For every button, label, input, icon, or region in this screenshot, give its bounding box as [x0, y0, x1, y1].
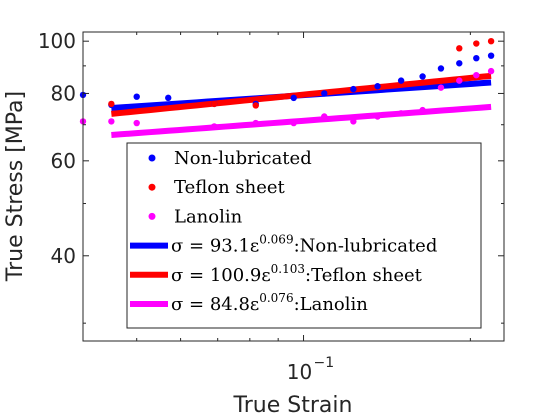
legend-marker-teflon-sheet — [148, 183, 156, 191]
point-non-lubricated — [165, 94, 172, 102]
point-lanolin — [108, 118, 115, 125]
point-non-lubricated — [374, 83, 381, 90]
point-lanolin — [397, 110, 405, 117]
point-lanolin — [252, 119, 259, 127]
point-lanolin — [419, 106, 426, 114]
point-lanolin — [374, 113, 381, 120]
point-teflon-sheet — [108, 100, 115, 108]
legend-label-non-lubricated: Non-lubricated — [174, 148, 312, 169]
legend: Non-lubricated Teflon sheet Lanolin σ = 93.… — [126, 142, 482, 329]
point-lanolin — [211, 123, 218, 130]
point-teflon-sheet — [252, 102, 259, 109]
y-tick-label: 80 — [51, 81, 76, 105]
x-axis-label: True Strain — [233, 393, 353, 418]
point-teflon-sheet — [456, 45, 463, 52]
point-lanolin — [437, 84, 445, 91]
legend-label-teflon-sheet: Teflon sheet — [174, 177, 286, 198]
y-axis-label: True Stress [MPa] — [3, 91, 28, 282]
point-non-lubricated — [456, 60, 463, 67]
legend-label-lanolin: Lanolin — [174, 206, 243, 227]
point-lanolin — [473, 71, 480, 79]
y-tick-label: 40 — [51, 244, 76, 268]
point-lanolin — [133, 119, 140, 127]
axis-ticks: 40 60 80 100 10 −1 — [38, 29, 504, 384]
point-non-lubricated — [290, 94, 297, 102]
point-teflon-sheet — [473, 40, 480, 47]
fit-line-lanolin — [111, 103, 492, 138]
point-non-lubricated — [437, 65, 445, 72]
y-tick-label: 100 — [38, 29, 76, 53]
point-lanolin — [456, 77, 463, 84]
legend-label-non-lubricated: σ = 93.1ε0.069:Non-lubricated — [171, 233, 437, 257]
legend-label-teflon-sheet: σ = 100.9ε0.103:Teflon sheet — [171, 262, 423, 286]
point-lanolin — [290, 119, 297, 127]
point-teflon-sheet — [487, 37, 495, 45]
point-lanolin — [350, 118, 357, 125]
point-lanolin — [321, 113, 328, 120]
point-teflon-sheet — [211, 100, 218, 108]
point-non-lubricated — [487, 52, 495, 59]
point-non-lubricated — [133, 93, 140, 100]
point-lanolin — [487, 67, 495, 75]
legend-marker-non-lubricated — [148, 154, 156, 162]
point-non-lubricated — [419, 73, 426, 80]
legend-marker-lanolin — [148, 212, 156, 220]
point-non-lubricated — [321, 90, 328, 97]
fit-line-teflon-sheet — [111, 72, 492, 117]
point-non-lubricated — [473, 54, 480, 62]
legend-box — [126, 142, 482, 329]
plot-marks — [79, 37, 495, 138]
point-non-lubricated — [397, 77, 405, 84]
point-non-lubricated — [350, 85, 357, 93]
x-tick-label-exponent: −1 — [314, 355, 335, 371]
y-tick-label: 60 — [51, 149, 76, 173]
plot-frame — [82, 31, 505, 342]
legend-label-lanolin: σ = 84.8ε0.076:Lanolin — [171, 291, 368, 315]
x-tick-label: 10 — [287, 360, 312, 384]
